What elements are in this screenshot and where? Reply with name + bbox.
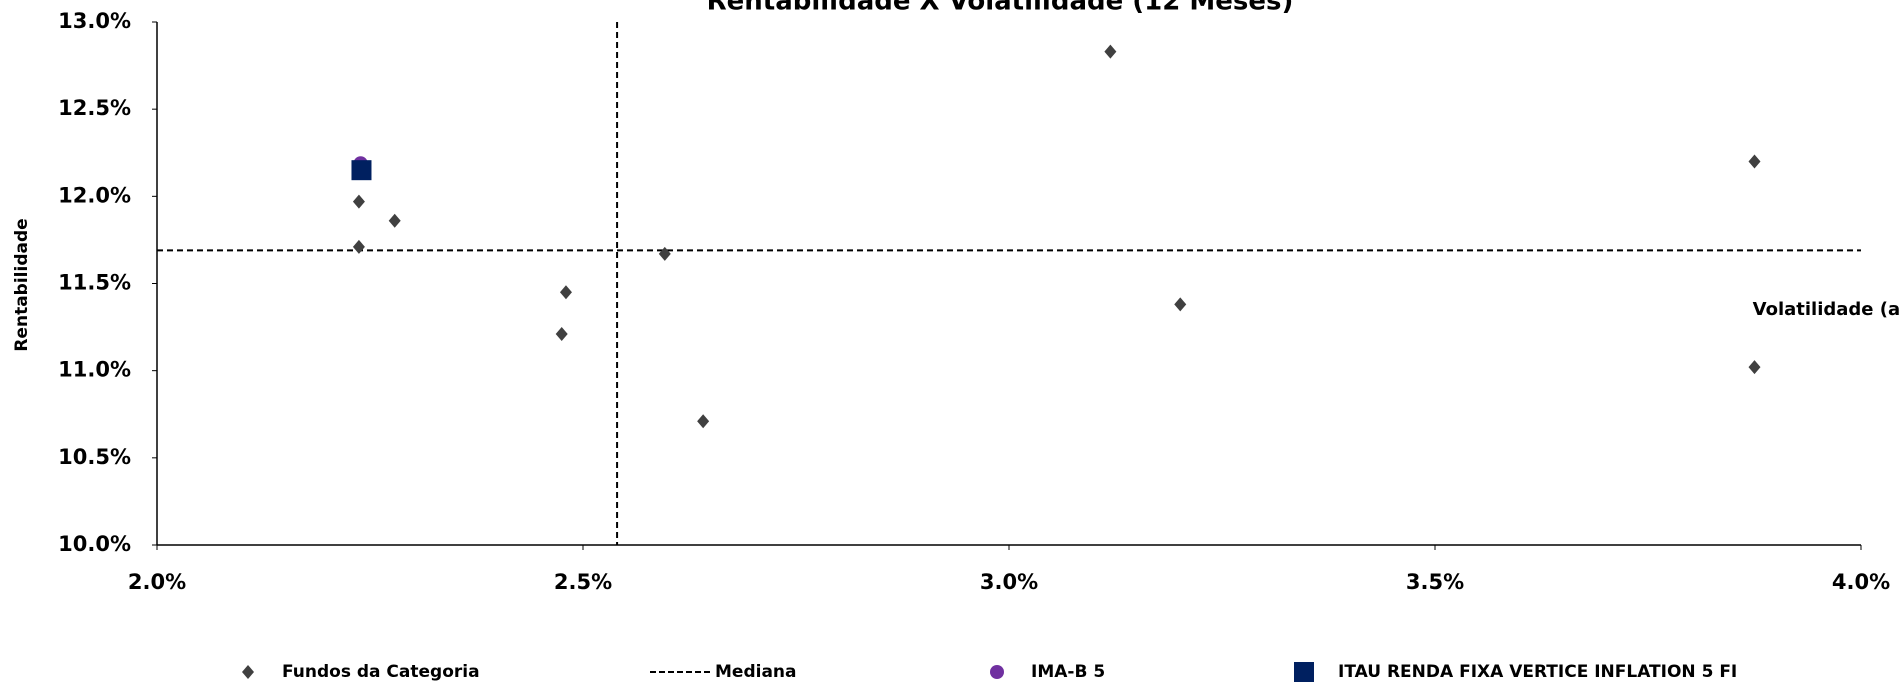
diamond-point <box>1104 44 1117 59</box>
diamond-point <box>1748 154 1761 169</box>
x-tick-label: 2.5% <box>554 570 612 594</box>
diamond-point <box>559 285 572 300</box>
y-tick-label: 11.5% <box>58 271 131 295</box>
square-point <box>351 160 372 181</box>
square-point <box>1294 662 1314 682</box>
legend-label: Mediana <box>715 662 797 682</box>
diamond-point <box>1748 360 1761 375</box>
legend-label: IMA-B 5 <box>1031 662 1105 682</box>
y-tick-label: 13.0% <box>58 9 131 33</box>
diamond-point <box>658 246 671 261</box>
diamond-point <box>352 239 365 254</box>
y-tick-label: 12.0% <box>58 183 131 207</box>
y-tick-label: 12.5% <box>58 96 131 120</box>
diamond-point <box>388 213 401 228</box>
circle-point <box>990 665 1004 679</box>
x-tick-label: 3.5% <box>1406 570 1464 594</box>
legend-label: ITAU RENDA FIXA VERTICE INFLATION 5 FI <box>1338 662 1737 682</box>
chart-title: Rentabilidade X Volatilidade (12 Meses) <box>707 0 1294 17</box>
x-tick-label: 4.0% <box>1832 570 1890 594</box>
diamond-point <box>555 327 568 342</box>
diamond-point <box>1174 297 1187 312</box>
y-tick-label: 10.5% <box>58 445 131 469</box>
diamond-point <box>352 194 365 209</box>
diamond-point <box>697 414 710 429</box>
legend-label: Fundos da Categoria <box>282 662 480 682</box>
diamond-point <box>242 665 254 679</box>
x-tick-label: 3.0% <box>980 570 1038 594</box>
x-axis-label: Volatilidade (a.a) <box>1753 299 1899 320</box>
x-tick-label: 2.0% <box>128 570 186 594</box>
y-tick-label: 10.0% <box>58 532 131 556</box>
y-axis-label: Rentabilidade <box>12 218 32 351</box>
y-tick-label: 11.0% <box>58 358 131 382</box>
